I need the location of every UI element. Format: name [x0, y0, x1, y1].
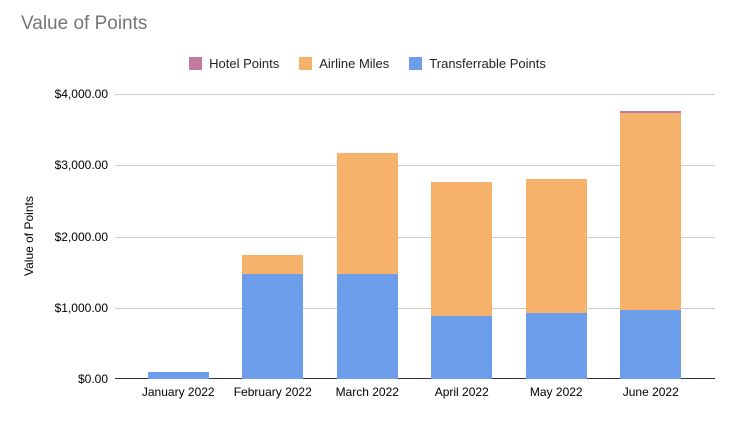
stacked-bar-january-2022[interactable] — [147, 94, 209, 379]
gridline — [115, 94, 715, 95]
plot-area — [115, 94, 715, 379]
legend-swatch-airline-miles — [299, 57, 313, 70]
bar-slot-february-2022 — [226, 94, 321, 379]
bar-slot-march-2022 — [320, 94, 415, 379]
bar-segment-transferrable-points[interactable] — [242, 274, 304, 379]
bar-segment-airline-miles[interactable] — [242, 254, 304, 275]
bar-segment-transferrable-points[interactable] — [620, 309, 682, 379]
x-tick-label-march-2022: March 2022 — [335, 385, 399, 399]
bar-segment-transferrable-points[interactable] — [431, 315, 493, 379]
x-tick-label-may-2022: May 2022 — [529, 385, 583, 399]
legend-swatch-hotel-points — [189, 57, 203, 70]
legend-label: Hotel Points — [209, 56, 280, 71]
x-tick-label-april-2022: April 2022 — [434, 385, 489, 399]
stacked-bar-march-2022[interactable] — [336, 94, 398, 379]
x-tick-label-february-2022: February 2022 — [233, 385, 312, 399]
bar-segment-airline-miles[interactable] — [525, 179, 587, 314]
bar-slot-june-2022 — [604, 94, 699, 379]
bar-segment-airline-miles[interactable] — [431, 181, 493, 316]
bar-slot-april-2022 — [415, 94, 510, 379]
x-axis-baseline — [115, 378, 715, 379]
stacked-bar-june-2022[interactable] — [620, 94, 682, 379]
y-tick-label: $3,000.00 — [54, 158, 108, 173]
y-tick-label: $1,000.00 — [54, 300, 108, 315]
legend-label: Transferrable Points — [429, 56, 546, 71]
bar-segment-airline-miles[interactable] — [336, 153, 398, 274]
legend-item-airline-miles[interactable]: Airline Miles — [299, 56, 389, 71]
y-tick-label: $4,000.00 — [54, 87, 108, 101]
x-tick-label-june-2022: June 2022 — [622, 385, 679, 399]
bar-segment-transferrable-points[interactable] — [147, 372, 209, 379]
y-tick-label: $0.00 — [77, 372, 108, 386]
gridline — [115, 165, 715, 167]
legend: Hotel Points Airline Miles Transferrable P… — [0, 56, 735, 71]
stacked-bar-may-2022[interactable] — [525, 94, 587, 379]
bar-segment-transferrable-points[interactable] — [336, 273, 398, 379]
bar-segment-transferrable-points[interactable] — [525, 313, 587, 379]
legend-label: Airline Miles — [319, 56, 390, 71]
gridline — [115, 307, 715, 309]
bar-slot-may-2022 — [509, 94, 604, 379]
gridline — [115, 236, 715, 238]
bar-series-area — [131, 94, 698, 379]
stacked-bar-february-2022[interactable] — [242, 94, 304, 379]
legend-item-hotel-points[interactable]: Hotel Points — [189, 56, 279, 71]
legend-swatch-transferrable-points — [409, 57, 423, 70]
chart-title: Value of Points — [21, 13, 148, 34]
bar-segment-airline-miles[interactable] — [620, 113, 682, 310]
y-axis-tick-labels: $0.00 $1,000.00 $2,000.00 $3,000.00 $4,000.0… — [0, 87, 108, 386]
legend-item-transferrable-points[interactable]: Transferrable Points — [409, 56, 546, 71]
x-tick-label-january-2022: January 2022 — [141, 385, 215, 399]
bar-slot-january-2022 — [131, 94, 226, 379]
bar-segment-hotel-points[interactable] — [620, 111, 682, 114]
stacked-bar-april-2022[interactable] — [431, 94, 493, 379]
x-axis-tick-labels: January 2022 February 2022 March 2022 April… — [131, 385, 698, 401]
y-tick-label: $2,000.00 — [54, 229, 108, 244]
